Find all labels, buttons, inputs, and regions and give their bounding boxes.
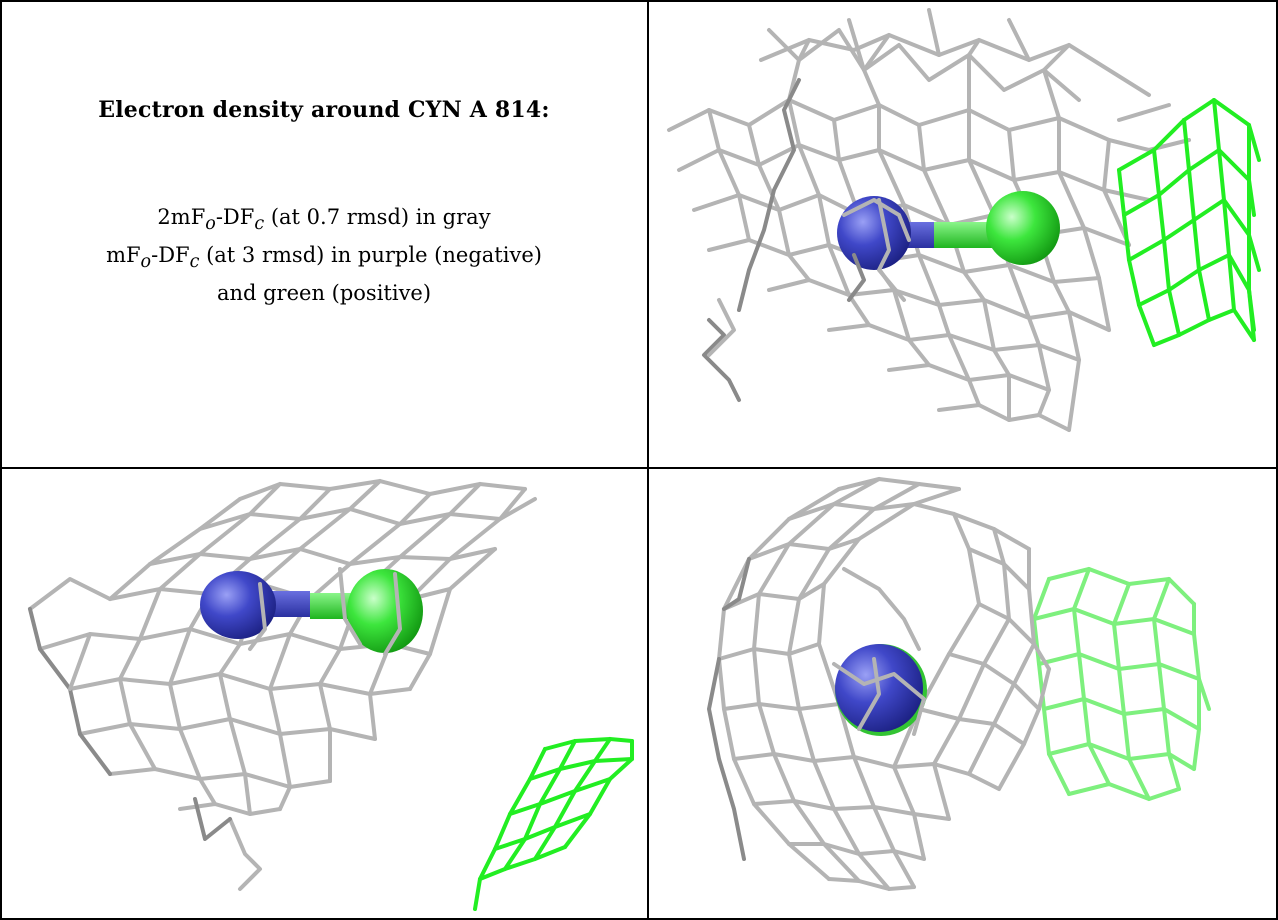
table-border-top [0,0,1278,2]
table-border-bottom [0,918,1278,920]
map-desc: (at 0.7 rmsd) in gray [264,205,491,229]
subscript-o: o [205,214,216,235]
gray-mesh-front [842,198,911,302]
map-prefix: 2mF [157,205,206,229]
caption-line-2fo: 2mFo-DFc (at 0.7 rmsd) in gray [0,202,648,240]
density-render [707,477,1211,891]
positive-mesh [1032,567,1211,801]
carbon-atom [347,569,423,653]
caption-panel: Electron density around CYN A 814: 2mFo-… [0,0,648,468]
table-border-left [0,0,2,920]
density-view-bottom-left [0,469,648,920]
nitrogen-atom [837,196,911,270]
nitrogen-atom [200,571,276,639]
cyanide-molecule [837,191,1060,270]
carbon-atom [986,191,1060,265]
map-mid: -DF [215,205,255,229]
density-render [28,479,634,911]
caption-line-green: and green (positive) [216,281,432,306]
gray-mesh [707,477,1051,891]
density-view-top-right [649,0,1278,468]
bond-c [934,222,994,248]
table-divider-vertical [647,0,649,920]
caption-lines: 2mFo-DFc (at 0.7 rmsd) in gray mFo-DFc (… [0,202,648,309]
subscript-c: c [254,214,265,235]
caption: Electron density around CYN A 814: 2mFo-… [0,0,648,468]
caption-line-fo: mFo-DFc (at 3 rmsd) in purple (negative) [0,240,648,278]
gray-mesh [667,8,1191,432]
gray-mesh-front [248,567,402,656]
table-divider-horizontal [0,467,1278,469]
map-desc: (at 3 rmsd) in purple (negative) [199,243,542,268]
gray-mesh-front [832,657,926,736]
table-border-right [1276,0,1278,920]
map-prefix: mF [106,243,141,268]
subscript-o: o [140,252,152,273]
density-view-bottom-right [649,469,1278,920]
map-mid: -DF [151,243,190,268]
cyanide-molecule [200,569,423,653]
density-render [667,8,1261,432]
subscript-c: c [189,252,200,273]
gray-mesh [28,479,537,891]
caption-title: Electron density around CYN A 814: [98,97,550,123]
positive-mesh [473,737,634,911]
positive-mesh [1117,98,1261,347]
